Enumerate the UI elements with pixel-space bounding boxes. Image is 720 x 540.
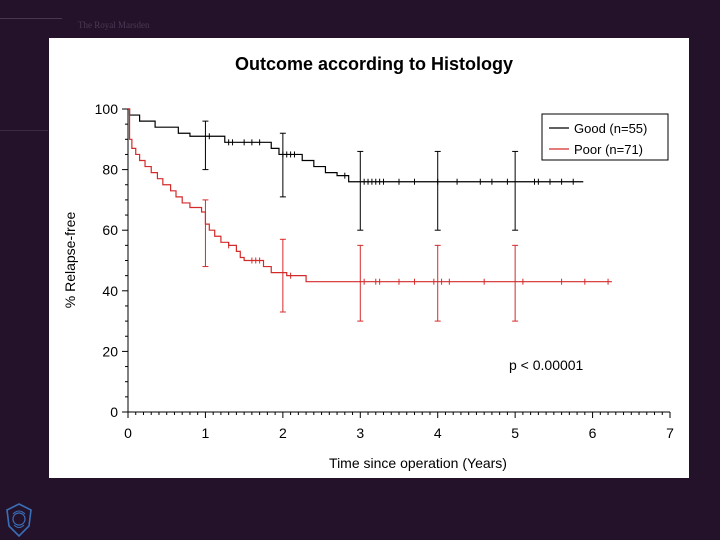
x-tick-label: 5 [511, 425, 519, 441]
y-tick-label: 20 [102, 343, 118, 359]
x-tick-label: 1 [202, 425, 210, 441]
legend-box [541, 113, 669, 161]
axes: 0 1 2 3 4 5 6 7 0 20 40 60 80 100 [95, 101, 674, 441]
series-poor [128, 108, 612, 322]
x-tick-label: 0 [124, 425, 132, 441]
y-tick-label: 0 [110, 404, 118, 420]
chart-title: Outcome according to Histology [235, 54, 513, 74]
header-rule [0, 18, 62, 19]
header-text: The Royal Marsden [78, 20, 150, 30]
legend: Good (n=55) Poor (n=71) [541, 113, 669, 161]
logo-crest-icon [6, 503, 32, 538]
y-tick-label: 40 [102, 283, 118, 299]
y-tick-label: 100 [95, 101, 119, 117]
legend-label-poor: Poor (n=71) [574, 142, 643, 157]
side-rule [0, 130, 48, 131]
x-tick-label: 4 [434, 425, 442, 441]
x-tick-label: 6 [589, 425, 597, 441]
survival-curve [128, 108, 584, 183]
survival-curve [128, 108, 612, 283]
x-tick-label: 2 [279, 425, 287, 441]
x-tick-label: 3 [356, 425, 364, 441]
survival-chart: Outcome according to Histology 0 1 2 3 4 5 6 70… [62, 54, 674, 471]
x-tick-label: 7 [666, 425, 674, 441]
y-axis-label: % Relapse-free [62, 212, 78, 309]
p-value-annotation: p < 0.00001 [509, 357, 584, 373]
series-good [128, 108, 584, 231]
y-tick-label: 80 [102, 162, 118, 178]
y-tick-label: 60 [102, 222, 118, 238]
x-axis-label: Time since operation (Years) [329, 455, 507, 471]
legend-label-good: Good (n=55) [574, 121, 647, 136]
series-layer [128, 108, 612, 322]
